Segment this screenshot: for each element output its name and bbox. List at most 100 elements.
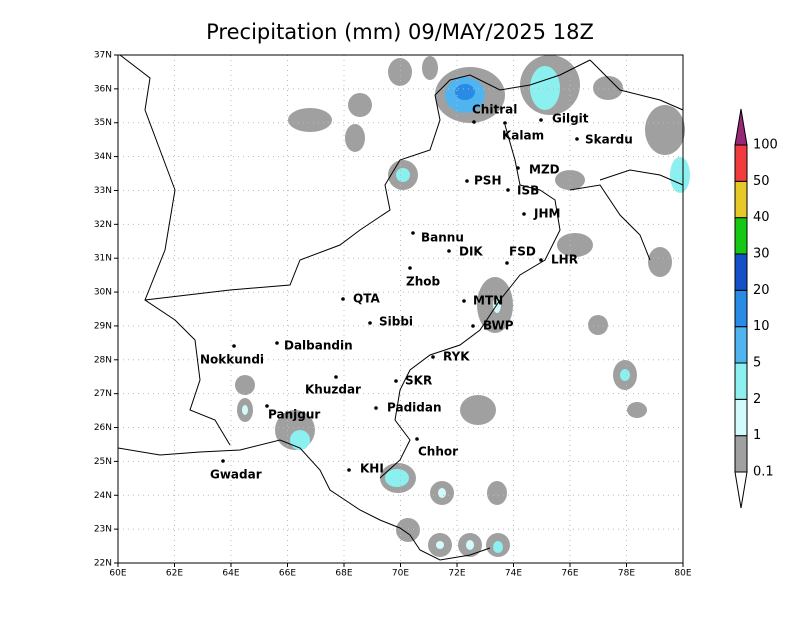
y-tick-label: 32N xyxy=(94,220,112,230)
city-label: DIK xyxy=(459,245,483,259)
x-tick-label: 64E xyxy=(222,569,239,579)
city-label: Chhor xyxy=(418,445,458,459)
colorbar-label: 30 xyxy=(753,247,770,262)
city-dot xyxy=(408,266,412,270)
colorbar-swatch xyxy=(734,398,748,437)
precip-area xyxy=(670,157,690,193)
x-tick-label: 72E xyxy=(448,569,465,579)
city-dot xyxy=(522,212,526,216)
x-tick-label: 80E xyxy=(674,569,691,579)
city-dot xyxy=(471,324,475,328)
y-tick-label: 24N xyxy=(94,491,112,501)
colorbar-label: 2 xyxy=(753,392,761,407)
city-dot xyxy=(415,437,419,441)
city-dot xyxy=(505,261,509,265)
city-dot xyxy=(341,297,345,301)
city-label: Khuzdar xyxy=(305,383,361,397)
city-label: Dalbandin xyxy=(284,339,353,353)
precip-area xyxy=(235,375,255,395)
city-dot xyxy=(411,231,415,235)
city-dot xyxy=(221,459,225,463)
city-dot xyxy=(575,137,579,141)
city-label: Sibbi xyxy=(379,315,413,329)
city-label: RYK xyxy=(443,350,470,364)
colorbar-label: 0.1 xyxy=(753,465,774,480)
precip-area xyxy=(593,76,623,100)
x-tick-label: 66E xyxy=(279,569,296,579)
borders xyxy=(117,54,684,561)
y-tick-label: 35N xyxy=(94,118,112,128)
precip-area xyxy=(436,541,444,549)
city-dot xyxy=(347,468,351,472)
city-dot xyxy=(394,379,398,383)
city-label: Bannu xyxy=(421,231,464,245)
city-dot xyxy=(447,249,451,253)
precip-area xyxy=(620,369,630,381)
precip-area xyxy=(345,124,365,152)
colorbar-swatch xyxy=(734,326,748,364)
precip-area xyxy=(588,315,608,335)
colorbar-swatch xyxy=(734,435,748,473)
precip-area xyxy=(385,469,409,487)
precip-area xyxy=(396,168,410,182)
y-tick-label: 26N xyxy=(94,423,112,433)
precip-area xyxy=(388,58,412,86)
x-tick-label: 74E xyxy=(505,569,522,579)
y-tick-label: 31N xyxy=(94,254,112,264)
colorbar-label: 1 xyxy=(753,428,761,443)
city-dot xyxy=(275,341,279,345)
y-tick-label: 22N xyxy=(94,559,112,569)
city-label: BWP xyxy=(483,319,514,333)
precip-area xyxy=(487,481,507,505)
colorbar-label: 10 xyxy=(753,319,770,334)
precip-area xyxy=(645,105,685,155)
colorbar-swatch xyxy=(734,471,748,509)
y-tick-label: 25N xyxy=(94,457,112,467)
city-dot xyxy=(232,344,236,348)
city-label: LHR xyxy=(551,253,578,267)
city-label: KHI xyxy=(360,462,384,476)
precip-area xyxy=(288,108,332,132)
y-tick-label: 27N xyxy=(94,389,112,399)
precip-areas xyxy=(235,55,690,557)
precip-area xyxy=(348,93,372,117)
precip-area xyxy=(290,430,310,450)
city-dot xyxy=(516,166,520,170)
colorbar-swatch xyxy=(734,289,748,328)
border-afghan xyxy=(144,59,591,301)
colorbar-swatch xyxy=(734,144,748,182)
city-dot xyxy=(539,118,543,122)
precip-area xyxy=(466,540,474,550)
city-label: JHM xyxy=(533,207,560,221)
coastline xyxy=(117,439,491,561)
precip-area xyxy=(396,518,420,542)
precip-area xyxy=(422,56,438,80)
colorbar-swatch xyxy=(734,180,748,219)
city-label: Kalam xyxy=(502,129,544,143)
colorbar-label: 100 xyxy=(753,138,778,153)
y-tick-label: 23N xyxy=(94,525,112,535)
city-dot xyxy=(265,404,269,408)
precip-area xyxy=(455,84,475,100)
city-label: Panjgur xyxy=(268,408,320,422)
border-china xyxy=(569,59,684,261)
city-dot xyxy=(431,355,435,359)
colorbar-swatch xyxy=(734,253,748,291)
precip-area xyxy=(242,405,248,415)
x-tick-label: 68E xyxy=(335,569,352,579)
x-tick-label: 62E xyxy=(166,569,183,579)
x-tick-label: 70E xyxy=(392,569,409,579)
city-dot xyxy=(462,299,466,303)
city-label: Nokkundi xyxy=(200,353,264,367)
colorbar: 0.1 1 2 5 10 20 30 40 50 100 xyxy=(734,108,778,509)
cities: Chitral Gilgit Kalam Skardu MZD PSH ISB JHM Bann… xyxy=(200,103,633,482)
city-dot xyxy=(368,321,372,325)
city-label: QTA xyxy=(353,292,380,306)
y-tick-label: 34N xyxy=(94,152,112,162)
city-label: Skardu xyxy=(585,133,633,147)
colorbar-swatch xyxy=(734,108,748,146)
x-tick-label: 78E xyxy=(618,569,635,579)
y-tick-label: 36N xyxy=(94,84,112,94)
precip-area xyxy=(460,395,496,425)
city-dot xyxy=(465,179,469,183)
